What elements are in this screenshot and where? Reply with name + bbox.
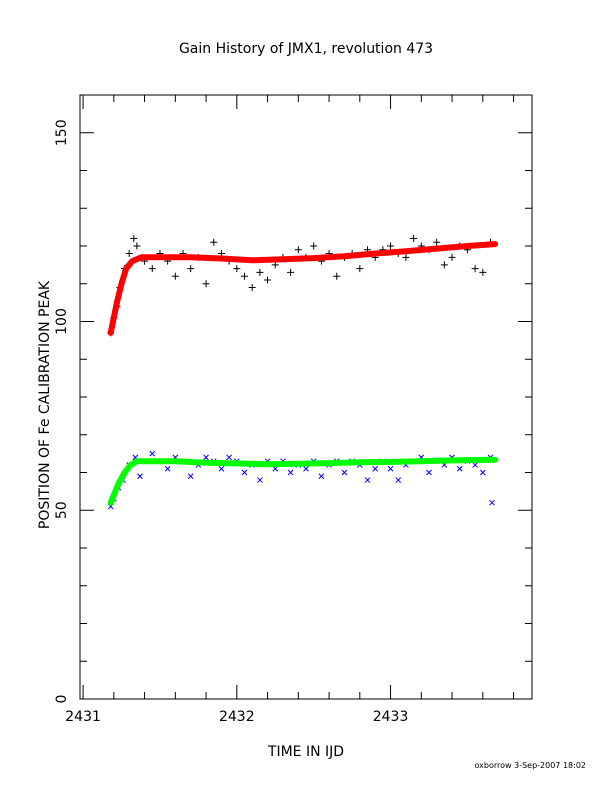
footer-stamp: oxborrow 3-Sep-2007 18:02 <box>475 761 587 770</box>
chart-title: Gain History of JMX1, revolution 473 <box>179 41 433 57</box>
data-point <box>148 265 156 273</box>
data-point <box>149 450 156 457</box>
x-tick-label: 2431 <box>65 709 101 725</box>
data-point <box>472 462 478 468</box>
data-point <box>489 499 495 506</box>
data-point <box>310 242 318 250</box>
data-point <box>257 477 263 483</box>
data-point <box>471 265 479 273</box>
plot-frame <box>79 94 533 700</box>
data-point <box>202 280 210 288</box>
data-point <box>203 454 209 461</box>
x-tick-label: 2432 <box>219 709 255 725</box>
y-tick-label: 0 <box>54 695 70 704</box>
data-point <box>287 469 294 476</box>
data-point <box>303 465 309 472</box>
data-point <box>256 268 264 276</box>
data-point <box>271 261 279 269</box>
data-point <box>241 469 248 476</box>
data-point <box>479 268 487 276</box>
fit-line <box>107 241 499 336</box>
data-point <box>210 238 218 246</box>
data-point <box>448 253 456 261</box>
data-point <box>226 454 232 461</box>
data-point <box>241 272 249 280</box>
tick-labels: 2431 2432 2433 0 50 100 150 <box>54 119 408 725</box>
axis-ticks <box>80 94 532 700</box>
x-axis-label: TIME IN IJD <box>267 744 344 760</box>
data-point <box>137 473 143 480</box>
series-3 <box>107 456 499 506</box>
data-point <box>264 276 272 284</box>
data-point <box>402 253 410 261</box>
data-point <box>171 272 179 280</box>
data-point <box>479 469 486 476</box>
data-point <box>341 469 348 476</box>
data-point <box>130 234 138 242</box>
data-point <box>133 242 141 250</box>
data-point <box>333 272 341 280</box>
data-series <box>107 234 499 510</box>
y-tick-label: 100 <box>54 308 70 335</box>
data-point <box>356 265 364 273</box>
data-point <box>233 265 241 273</box>
data-point <box>187 473 194 480</box>
data-point <box>164 465 171 472</box>
data-point <box>287 268 295 276</box>
data-point <box>426 469 432 476</box>
data-point <box>387 465 394 472</box>
data-point <box>433 238 441 246</box>
y-axis-label: POSITION OF Fe CALIBRATION PEAK <box>37 280 53 529</box>
y-tick-label: 150 <box>54 119 70 146</box>
data-point <box>218 465 225 472</box>
data-point <box>387 242 395 250</box>
data-point <box>187 265 195 273</box>
data-point <box>294 246 302 254</box>
data-point <box>364 477 371 483</box>
y-tick-label: 50 <box>54 501 70 519</box>
data-point <box>248 284 256 292</box>
data-point <box>372 465 379 472</box>
fit-line <box>107 456 499 506</box>
data-point <box>318 473 325 480</box>
x-tick-label: 2433 <box>373 709 409 725</box>
data-point <box>440 261 448 269</box>
data-point <box>410 234 418 242</box>
data-point <box>395 477 402 483</box>
data-point <box>125 250 133 258</box>
series-2 <box>107 241 499 336</box>
data-point <box>456 465 463 472</box>
